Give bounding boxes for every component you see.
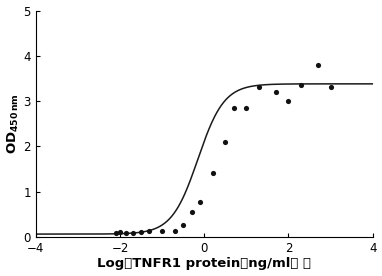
Point bbox=[146, 229, 152, 233]
X-axis label: Log（TNFR1 protein（ng/ml） ）: Log（TNFR1 protein（ng/ml） ） bbox=[97, 258, 311, 270]
Y-axis label: OD$_{\mathregular{450\,nm}}$: OD$_{\mathregular{450\,nm}}$ bbox=[6, 93, 21, 154]
Point bbox=[138, 230, 144, 235]
Point bbox=[172, 229, 178, 233]
Point bbox=[123, 230, 129, 235]
Point bbox=[210, 171, 216, 176]
Point bbox=[285, 99, 291, 103]
Point bbox=[197, 199, 203, 204]
Point bbox=[222, 140, 228, 144]
Point bbox=[159, 229, 165, 233]
Point bbox=[315, 63, 321, 67]
Point bbox=[273, 90, 279, 94]
Point bbox=[180, 222, 186, 227]
Point bbox=[327, 85, 333, 90]
Point bbox=[129, 230, 136, 235]
Point bbox=[231, 106, 237, 110]
Point bbox=[117, 230, 123, 235]
Point bbox=[243, 106, 249, 110]
Point bbox=[298, 83, 304, 87]
Point bbox=[189, 210, 195, 214]
Point bbox=[113, 231, 119, 235]
Point bbox=[256, 85, 262, 90]
